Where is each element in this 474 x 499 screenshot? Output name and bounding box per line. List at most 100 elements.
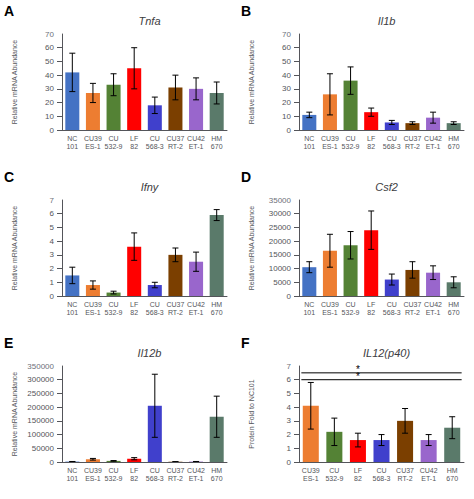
svg-text:LF: LF [354, 467, 362, 474]
svg-text:CU37: CU37 [396, 467, 414, 474]
svg-text:CU37: CU37 [166, 467, 184, 474]
svg-text:0: 0 [50, 292, 55, 301]
svg-text:20: 20 [282, 98, 291, 107]
svg-text:CU39: CU39 [84, 467, 102, 474]
svg-text:15000: 15000 [269, 250, 292, 259]
svg-text:ES-1: ES-1 [85, 309, 101, 316]
svg-text:2: 2 [287, 430, 292, 439]
svg-text:50: 50 [45, 57, 54, 66]
svg-text:A: A [4, 3, 14, 19]
svg-text:532-9: 532-9 [105, 309, 123, 316]
svg-text:7: 7 [50, 196, 55, 205]
svg-text:NC: NC [304, 301, 314, 308]
svg-text:CU: CU [346, 301, 356, 308]
svg-text:5000: 5000 [273, 278, 291, 287]
svg-text:0: 0 [50, 126, 55, 135]
svg-text:CU: CU [109, 301, 119, 308]
svg-text:60: 60 [45, 43, 54, 52]
svg-text:568-3: 568-3 [383, 309, 401, 316]
svg-text:532-9: 532-9 [342, 309, 360, 316]
svg-text:101: 101 [303, 309, 315, 316]
svg-text:10000: 10000 [269, 264, 292, 273]
svg-text:670: 670 [448, 309, 460, 316]
svg-text:HM: HM [448, 135, 459, 142]
svg-text:Il12b: Il12b [138, 347, 162, 359]
svg-text:CU42: CU42 [424, 301, 442, 308]
svg-text:100000: 100000 [27, 430, 54, 439]
svg-text:ES-1: ES-1 [85, 143, 101, 150]
svg-text:101: 101 [66, 475, 78, 482]
svg-text:300000: 300000 [27, 375, 54, 384]
svg-text:CU39: CU39 [321, 135, 339, 142]
svg-text:20: 20 [45, 98, 54, 107]
svg-text:3: 3 [50, 250, 55, 259]
svg-text:70: 70 [45, 30, 54, 39]
svg-text:1: 1 [50, 278, 55, 287]
svg-text:0: 0 [287, 126, 292, 135]
svg-text:670: 670 [211, 143, 223, 150]
svg-text:ET-1: ET-1 [426, 309, 441, 316]
svg-text:ES-1: ES-1 [85, 475, 101, 482]
svg-text:10: 10 [45, 112, 54, 121]
svg-text:LF: LF [130, 301, 138, 308]
svg-text:RT-2: RT-2 [398, 475, 413, 482]
svg-text:C: C [4, 169, 14, 185]
svg-text:82: 82 [130, 309, 138, 316]
svg-text:HM: HM [211, 135, 222, 142]
svg-text:ET-1: ET-1 [189, 143, 204, 150]
svg-text:532-9: 532-9 [105, 475, 123, 482]
svg-text:IL12(p40): IL12(p40) [363, 347, 410, 359]
svg-text:101: 101 [66, 309, 78, 316]
svg-text:70: 70 [282, 30, 291, 39]
svg-text:50000: 50000 [32, 444, 55, 453]
svg-text:CU42: CU42 [424, 135, 442, 142]
svg-text:200000: 200000 [27, 403, 54, 412]
svg-text:250000: 250000 [27, 389, 54, 398]
svg-text:D: D [241, 169, 251, 185]
svg-text:3: 3 [287, 416, 292, 425]
svg-text:NC: NC [304, 135, 314, 142]
svg-text:HM: HM [211, 301, 222, 308]
svg-text:82: 82 [130, 475, 138, 482]
svg-text:Csf2: Csf2 [375, 181, 398, 193]
svg-text:LF: LF [367, 135, 375, 142]
svg-text:CU: CU [150, 135, 160, 142]
svg-text:Ifny: Ifny [141, 181, 160, 193]
svg-text:NC: NC [67, 301, 77, 308]
svg-text:0: 0 [50, 458, 55, 467]
svg-text:568-3: 568-3 [373, 475, 391, 482]
svg-text:RT-2: RT-2 [168, 309, 183, 316]
svg-text:20000: 20000 [269, 237, 292, 246]
svg-text:LF: LF [367, 301, 375, 308]
svg-text:Relative mRNA Abundance: Relative mRNA Abundance [11, 372, 18, 457]
svg-text:NC: NC [67, 467, 77, 474]
svg-text:CU39: CU39 [84, 301, 102, 308]
svg-text:4: 4 [50, 237, 55, 246]
svg-text:1: 1 [287, 444, 292, 453]
svg-text:670: 670 [446, 475, 458, 482]
svg-text:*: * [356, 371, 360, 382]
svg-text:82: 82 [354, 475, 362, 482]
svg-text:Tnfa: Tnfa [138, 15, 160, 27]
svg-text:Protein Fold to NC101: Protein Fold to NC101 [248, 379, 255, 448]
svg-text:2: 2 [50, 264, 55, 273]
svg-text:ET-1: ET-1 [426, 143, 441, 150]
svg-text:HM: HM [448, 301, 459, 308]
svg-text:CU: CU [329, 467, 339, 474]
svg-text:40: 40 [282, 71, 291, 80]
svg-text:CU42: CU42 [420, 467, 438, 474]
svg-text:ES-1: ES-1 [303, 475, 319, 482]
svg-text:CU37: CU37 [403, 301, 421, 308]
svg-text:101: 101 [66, 143, 78, 150]
svg-text:CU: CU [346, 135, 356, 142]
svg-text:CU: CU [387, 301, 397, 308]
svg-text:CU: CU [109, 467, 119, 474]
svg-text:CU37: CU37 [166, 301, 184, 308]
svg-text:CU39: CU39 [84, 135, 102, 142]
svg-text:E: E [4, 335, 13, 351]
svg-text:Relative mRNA Abundance: Relative mRNA Abundance [11, 206, 18, 291]
svg-text:568-3: 568-3 [146, 143, 164, 150]
svg-text:50: 50 [282, 57, 291, 66]
svg-text:NC: NC [67, 135, 77, 142]
svg-text:CU37: CU37 [403, 135, 421, 142]
